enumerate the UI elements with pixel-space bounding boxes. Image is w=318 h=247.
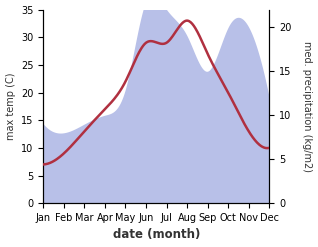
Y-axis label: max temp (C): max temp (C) [5,73,16,140]
X-axis label: date (month): date (month) [113,228,200,242]
Y-axis label: med. precipitation (kg/m2): med. precipitation (kg/m2) [302,41,313,172]
